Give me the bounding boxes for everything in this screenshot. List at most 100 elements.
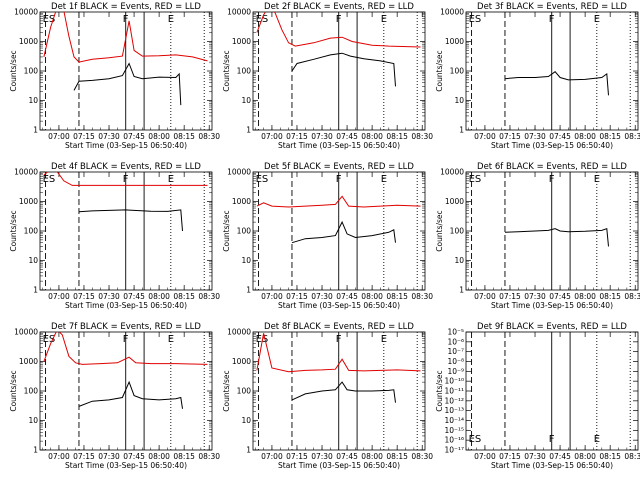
y-tick-label: 1000 bbox=[232, 37, 251, 46]
series-line-events bbox=[504, 228, 609, 247]
x-tick-label: 08:00 bbox=[574, 452, 596, 461]
marker-label: ES bbox=[469, 14, 482, 25]
x-axis-label: Start Time (03-Sep-15 06:50:40) bbox=[491, 461, 613, 470]
panel-det-3f: Det 3f BLACK = Events, RED = LLD 1 10 100 10… bbox=[435, 2, 640, 150]
y-tick-label: 10000 bbox=[227, 168, 251, 177]
marker-label: F bbox=[123, 14, 129, 25]
x-tick-label: 07:45 bbox=[336, 132, 358, 141]
x-tick-label: 08:15 bbox=[173, 292, 195, 301]
y-axis-label: Counts/sec bbox=[435, 370, 444, 411]
y-tick-label: 100 bbox=[450, 227, 465, 236]
series-line-lld bbox=[256, 12, 421, 48]
x-axis-label: Start Time (03-Sep-15 06:50:40) bbox=[65, 301, 187, 310]
y-tick-label: 100 bbox=[237, 227, 252, 236]
x-tick-label: 08:30 bbox=[411, 452, 433, 461]
x-axis-label: Start Time (03-Sep-15 06:50:40) bbox=[65, 461, 187, 470]
x-tick-label: 08:30 bbox=[411, 292, 433, 301]
x-tick-label: 07:15 bbox=[286, 132, 308, 141]
marker-label: F bbox=[549, 434, 555, 445]
y-tick-label: 10000 bbox=[440, 168, 464, 177]
x-tick-label: 07:30 bbox=[524, 292, 546, 301]
y-tick-label: 10⁻⁶ bbox=[447, 337, 464, 346]
x-tick-label: 08:15 bbox=[599, 132, 621, 141]
y-tick-label: 1000 bbox=[232, 357, 251, 366]
marker-label: E bbox=[594, 14, 600, 25]
series-line-lld bbox=[256, 195, 421, 208]
x-tick-label: 08:00 bbox=[148, 452, 170, 461]
x-tick-label: 07:15 bbox=[286, 292, 308, 301]
y-axis-label: Counts/sec bbox=[435, 50, 444, 91]
x-tick-label: 07:00 bbox=[261, 132, 283, 141]
panel-title: Det 4f BLACK = Events, RED = LLD bbox=[51, 162, 201, 172]
y-axis-label: Counts/sec bbox=[9, 210, 18, 251]
y-tick-label: 1000 bbox=[19, 37, 38, 46]
marker-label: ES bbox=[469, 174, 482, 185]
x-tick-label: 07:15 bbox=[73, 452, 95, 461]
y-tick-label: 1000 bbox=[19, 197, 38, 206]
y-tick-label: 10 bbox=[454, 96, 464, 105]
y-tick-label: 100 bbox=[24, 387, 39, 396]
marker-label: E bbox=[381, 14, 387, 25]
y-tick-label: 10⁻¹⁶ bbox=[444, 436, 464, 445]
x-axis-label: Start Time (03-Sep-15 06:50:40) bbox=[278, 141, 400, 150]
x-tick-label: 08:15 bbox=[386, 292, 408, 301]
y-tick-label: 1000 bbox=[445, 197, 464, 206]
y-tick-label: 100 bbox=[450, 67, 465, 76]
panel-det-1f: Det 1f BLACK = Events, RED = LLD 1 10 100 10… bbox=[9, 2, 220, 150]
x-tick-label: 07:00 bbox=[474, 452, 496, 461]
y-tick-label: 10⁻⁹ bbox=[447, 367, 464, 376]
x-tick-label: 07:15 bbox=[286, 452, 308, 461]
y-tick-label: 10⁻¹² bbox=[444, 396, 464, 405]
series-line-lld bbox=[43, 172, 208, 186]
x-tick-label: 08:30 bbox=[198, 292, 220, 301]
marker-label: ES bbox=[256, 174, 269, 185]
marker-label: E bbox=[168, 174, 174, 185]
x-tick-label: 08:00 bbox=[574, 292, 596, 301]
y-tick-label: 10000 bbox=[227, 8, 251, 17]
series-line-lld bbox=[43, 332, 208, 365]
y-tick-label: 1 bbox=[246, 286, 251, 295]
x-tick-label: 07:30 bbox=[311, 452, 333, 461]
y-tick-label: 100 bbox=[237, 67, 252, 76]
y-tick-label: 10000 bbox=[14, 168, 38, 177]
x-tick-label: 07:15 bbox=[499, 292, 521, 301]
x-tick-label: 08:30 bbox=[624, 292, 640, 301]
panel-det-5f: Det 5f BLACK = Events, RED = LLD 1 10 100 10… bbox=[222, 162, 433, 310]
y-tick-label: 10⁻¹⁰ bbox=[444, 377, 464, 386]
x-tick-label: 07:15 bbox=[499, 452, 521, 461]
y-axis-label: Counts/sec bbox=[9, 50, 18, 91]
y-tick-label: 10⁻⁷ bbox=[447, 347, 464, 356]
panel-title: Det 5f BLACK = Events, RED = LLD bbox=[264, 162, 414, 172]
panel-det-8f: Det 8f BLACK = Events, RED = LLD 1 10 100 10… bbox=[222, 322, 433, 470]
x-tick-label: 08:00 bbox=[361, 452, 383, 461]
x-tick-label: 07:30 bbox=[98, 452, 120, 461]
y-tick-label: 10⁻¹⁴ bbox=[444, 416, 464, 425]
marker-label: E bbox=[381, 174, 387, 185]
x-tick-label: 07:15 bbox=[73, 292, 95, 301]
series-line-events bbox=[291, 220, 396, 244]
x-axis-label: Start Time (03-Sep-15 06:50:40) bbox=[278, 461, 400, 470]
panel-det-6f: Det 6f BLACK = Events, RED = LLD 1 10 100 10… bbox=[435, 162, 640, 310]
x-tick-label: 07:00 bbox=[474, 132, 496, 141]
x-tick-label: 08:15 bbox=[386, 452, 408, 461]
marker-label: ES bbox=[43, 174, 56, 185]
marker-label: F bbox=[549, 14, 555, 25]
x-tick-label: 07:45 bbox=[336, 292, 358, 301]
x-tick-label: 07:30 bbox=[524, 452, 546, 461]
y-tick-label: 100 bbox=[24, 227, 39, 236]
y-axis-label: Counts/sec bbox=[9, 370, 18, 411]
y-tick-label: 10 bbox=[454, 256, 464, 265]
y-axis-label: Counts/sec bbox=[222, 50, 231, 91]
x-tick-label: 08:30 bbox=[198, 132, 220, 141]
y-axis-label: Counts/sec bbox=[222, 210, 231, 251]
y-tick-label: 1 bbox=[33, 286, 38, 295]
x-tick-label: 07:00 bbox=[48, 292, 70, 301]
marker-label: F bbox=[336, 334, 342, 345]
y-tick-label: 10⁻¹¹ bbox=[444, 387, 464, 396]
y-tick-label: 10 bbox=[28, 416, 38, 425]
x-tick-label: 08:00 bbox=[361, 292, 383, 301]
x-tick-label: 07:15 bbox=[73, 132, 95, 141]
y-tick-label: 10⁻¹³ bbox=[444, 406, 464, 415]
x-tick-label: 08:30 bbox=[411, 132, 433, 141]
marker-label: ES bbox=[43, 14, 56, 25]
